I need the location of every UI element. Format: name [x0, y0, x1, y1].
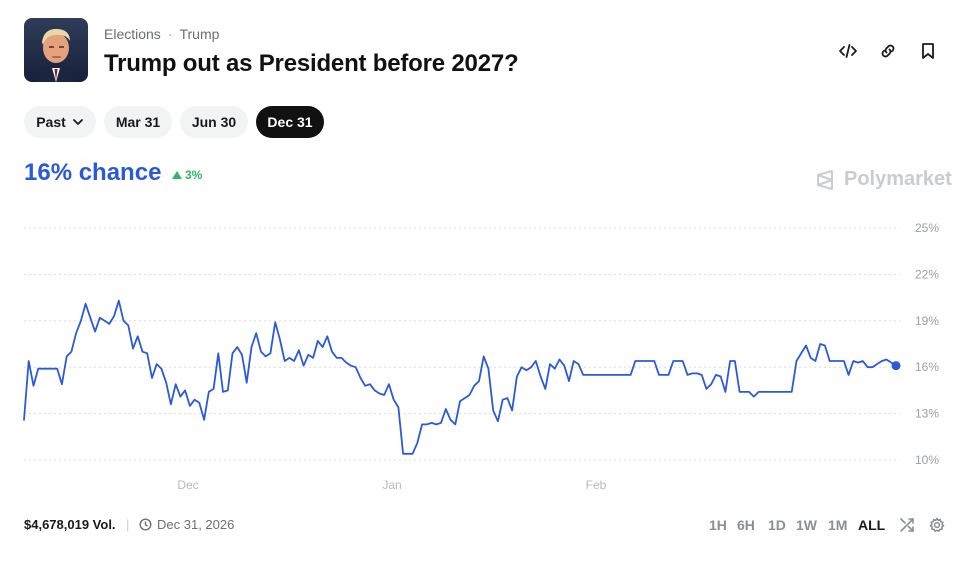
y-tick-label: 13% [915, 407, 939, 421]
chance-value: 16% chance [24, 159, 162, 186]
past-label: Past [36, 114, 66, 130]
triangle-up-icon [172, 171, 182, 179]
brand-name: Polymarket [844, 168, 952, 190]
bookmark-icon[interactable] [917, 40, 939, 62]
chevron-down-icon [72, 119, 83, 125]
breadcrumb: Elections · Trump [104, 26, 219, 42]
footer-divider: | [126, 517, 130, 532]
volume-label: $4,678,019 Vol. [24, 517, 116, 532]
y-tick-label: 25% [915, 221, 939, 235]
chart-current-point [891, 361, 901, 371]
range-1m[interactable]: 1M [828, 517, 848, 533]
breadcrumb-trump[interactable]: Trump [179, 26, 220, 42]
polymarket-brand: Polymarket [815, 168, 952, 191]
x-tick-label: Dec [177, 478, 198, 492]
x-tick-label: Jan [382, 478, 401, 492]
market-avatar [24, 18, 88, 82]
price-chart: 25% 22% 19% 16% 13% 10% Dec Jan Feb [23, 221, 939, 492]
y-tick-label: 22% [915, 267, 939, 281]
chart-series-line [23, 299, 897, 455]
polymarket-logo-icon [817, 169, 833, 190]
breadcrumb-elections[interactable]: Elections [104, 26, 161, 42]
range-6h[interactable]: 6H [737, 517, 755, 533]
y-tick-label: 19% [915, 314, 939, 328]
past-dropdown[interactable]: Past [24, 106, 96, 138]
link-icon[interactable] [877, 40, 899, 62]
y-tick-label: 10% [915, 453, 939, 467]
breadcrumb-separator: · [167, 26, 173, 42]
settings-gear-icon[interactable] [928, 516, 946, 534]
y-tick-label: 16% [915, 360, 939, 374]
date-pill-dec31[interactable]: Dec 31 [256, 106, 324, 138]
chance-delta-value: 3% [185, 168, 203, 182]
date-pill-jun30[interactable]: Jun 30 [180, 106, 248, 138]
page-title: Trump out as President before 2027? [104, 50, 519, 77]
range-1w[interactable]: 1W [796, 517, 817, 533]
shuffle-icon[interactable] [898, 516, 916, 534]
embed-code-icon[interactable] [837, 40, 859, 62]
range-all[interactable]: ALL [858, 517, 886, 533]
chance-delta: 3% [172, 168, 202, 182]
date-pill-mar31[interactable]: Mar 31 [104, 106, 172, 138]
end-date-value: Dec 31, 2026 [157, 517, 235, 532]
range-1d[interactable]: 1D [768, 517, 786, 533]
range-1h[interactable]: 1H [709, 517, 727, 533]
x-tick-label: Feb [586, 478, 607, 492]
end-date: Dec 31, 2026 [139, 517, 234, 532]
clock-icon [139, 518, 152, 531]
